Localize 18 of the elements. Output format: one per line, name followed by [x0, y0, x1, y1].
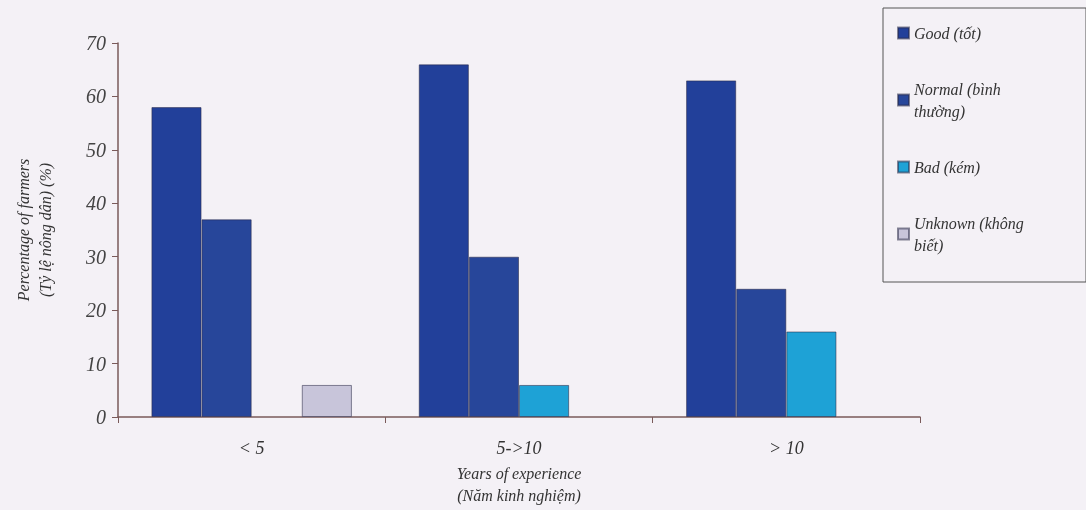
- y-tick-label: 0: [96, 406, 106, 428]
- y-tick-label: 70: [86, 32, 106, 54]
- legend-label: Bad (kém): [914, 158, 981, 177]
- y-axis-title: Percentage of farmers (Tỷ lệ nông dân) (%): [14, 158, 55, 303]
- x-tick-label: < 5: [238, 438, 265, 458]
- y-tick-label: 30: [85, 245, 106, 268]
- legend-label: Good (tốt): [914, 24, 982, 43]
- x-tick-label: > 10: [769, 438, 804, 458]
- y-tick-label: 40: [86, 192, 106, 215]
- y-tick-label: 20: [86, 299, 106, 322]
- legend-label: Unknown (không biết): [914, 214, 1028, 255]
- legend-label: Normal (bình thường): [913, 80, 1005, 121]
- x-axis-title: Years of experience (Năm kinh nghiệm): [456, 464, 582, 505]
- y-tick-label: 50: [86, 138, 106, 161]
- bar: [301, 384, 352, 417]
- y-tick-label: 10: [86, 352, 106, 375]
- x-tick-label: 5->10: [496, 438, 542, 458]
- y-tick-label: 60: [86, 85, 106, 108]
